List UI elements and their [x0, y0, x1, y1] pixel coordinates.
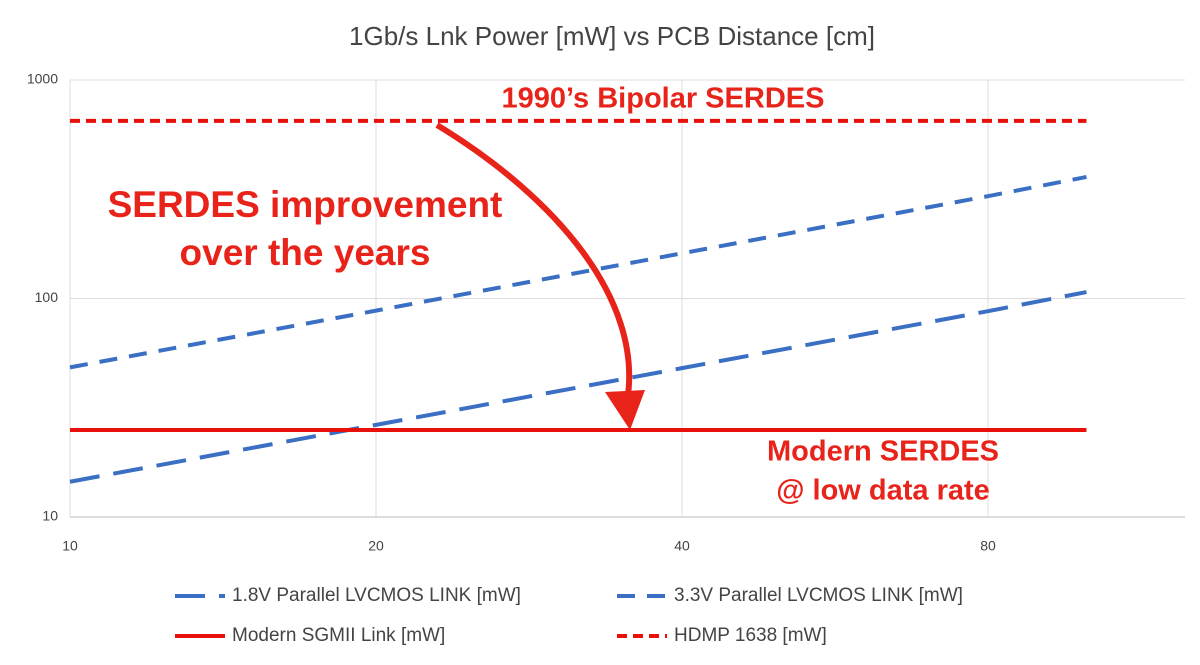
x-tick-label: 20: [368, 538, 384, 554]
y-tick-label: 10: [42, 508, 58, 524]
annotation: 1990’s Bipolar SERDES: [502, 83, 825, 115]
annotation: over the years: [180, 232, 431, 273]
legend-label: 1.8V Parallel LVCMOS LINK [mW]: [232, 585, 521, 606]
x-tick-label: 40: [674, 538, 690, 554]
annotation: Modern SERDES: [767, 436, 999, 468]
series-line: [69, 174, 1087, 370]
series-line: [69, 290, 1087, 484]
legend-label: 3.3V Parallel LVCMOS LINK [mW]: [674, 585, 963, 606]
x-tick-label: 80: [980, 538, 996, 554]
arrow-head: [605, 390, 645, 430]
legend-label: HDMP 1638 [mW]: [674, 625, 827, 646]
x-tick-label: 10: [62, 538, 78, 554]
legend-label: Modern SGMII Link [mW]: [232, 625, 445, 646]
chart-title: 1Gb/s Lnk Power [mW] vs PCB Distance [cm…: [349, 21, 875, 51]
y-tick-label: 100: [35, 289, 59, 305]
annotation: @ low data rate: [776, 475, 990, 507]
y-tick-label: 1000: [27, 71, 58, 87]
annotation: SERDES improvement: [108, 184, 503, 225]
arrow: [435, 122, 633, 396]
